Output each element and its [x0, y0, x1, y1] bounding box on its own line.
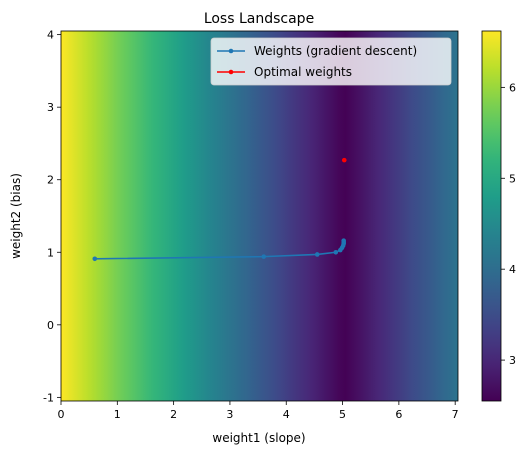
x-tick-label: 7	[452, 408, 459, 421]
x-axis-ticks: 0 1 2 3 4 5 6 7	[58, 401, 459, 421]
heatmap-area	[61, 31, 458, 401]
legend-entry-label: Optimal weights	[254, 65, 352, 79]
y-tick-label: 3	[47, 101, 54, 114]
gradient-descent-point	[92, 256, 98, 262]
x-tick-label: 6	[395, 408, 402, 421]
x-tick-label: 5	[339, 408, 346, 421]
optimal-weights-point	[341, 157, 347, 163]
y-tick-label: 4	[47, 29, 54, 42]
colorbar: 3 4 5 6	[481, 30, 516, 402]
chart-title: Loss Landscape	[204, 11, 314, 27]
y-axis-ticks: -1 0 1 2 3 4	[43, 29, 61, 404]
gradient-descent-point	[261, 254, 267, 259]
x-tick-label: 4	[283, 408, 290, 421]
y-tick-label: -1	[43, 391, 54, 404]
gradient-descent-point	[341, 238, 346, 243]
gradient-descent-point	[314, 252, 320, 257]
x-tick-label: 0	[58, 408, 65, 421]
legend-swatch-dot	[228, 69, 234, 75]
colorbar-frame	[481, 30, 502, 402]
x-tick-label: 3	[226, 408, 233, 421]
plot-frame	[60, 30, 459, 402]
x-axis-label: weight1 (slope)	[212, 431, 305, 445]
gradient-descent-point	[333, 249, 339, 255]
legend-swatch-dot	[228, 48, 234, 54]
legend-box	[210, 37, 452, 86]
series-layer	[92, 157, 347, 262]
colorbar-tick-label: 3	[509, 354, 516, 367]
y-tick-label: 0	[47, 319, 54, 332]
legend-entry-label: Weights (gradient descent)	[254, 44, 417, 58]
legend: Weights (gradient descent) Optimal weight…	[210, 37, 452, 86]
y-tick-label: 2	[47, 174, 54, 187]
colorbar-tick-label: 5	[509, 172, 516, 185]
colorbar-tick-label: 4	[509, 263, 516, 276]
y-tick-label: 1	[47, 246, 54, 259]
colorbar-tick-label: 6	[509, 81, 516, 94]
x-tick-label: 2	[170, 408, 177, 421]
heatmap-background	[61, 31, 458, 401]
y-axis-label: weight2 (bias)	[9, 173, 23, 259]
x-tick-label: 1	[114, 408, 121, 421]
colorbar-gradient	[482, 31, 501, 401]
